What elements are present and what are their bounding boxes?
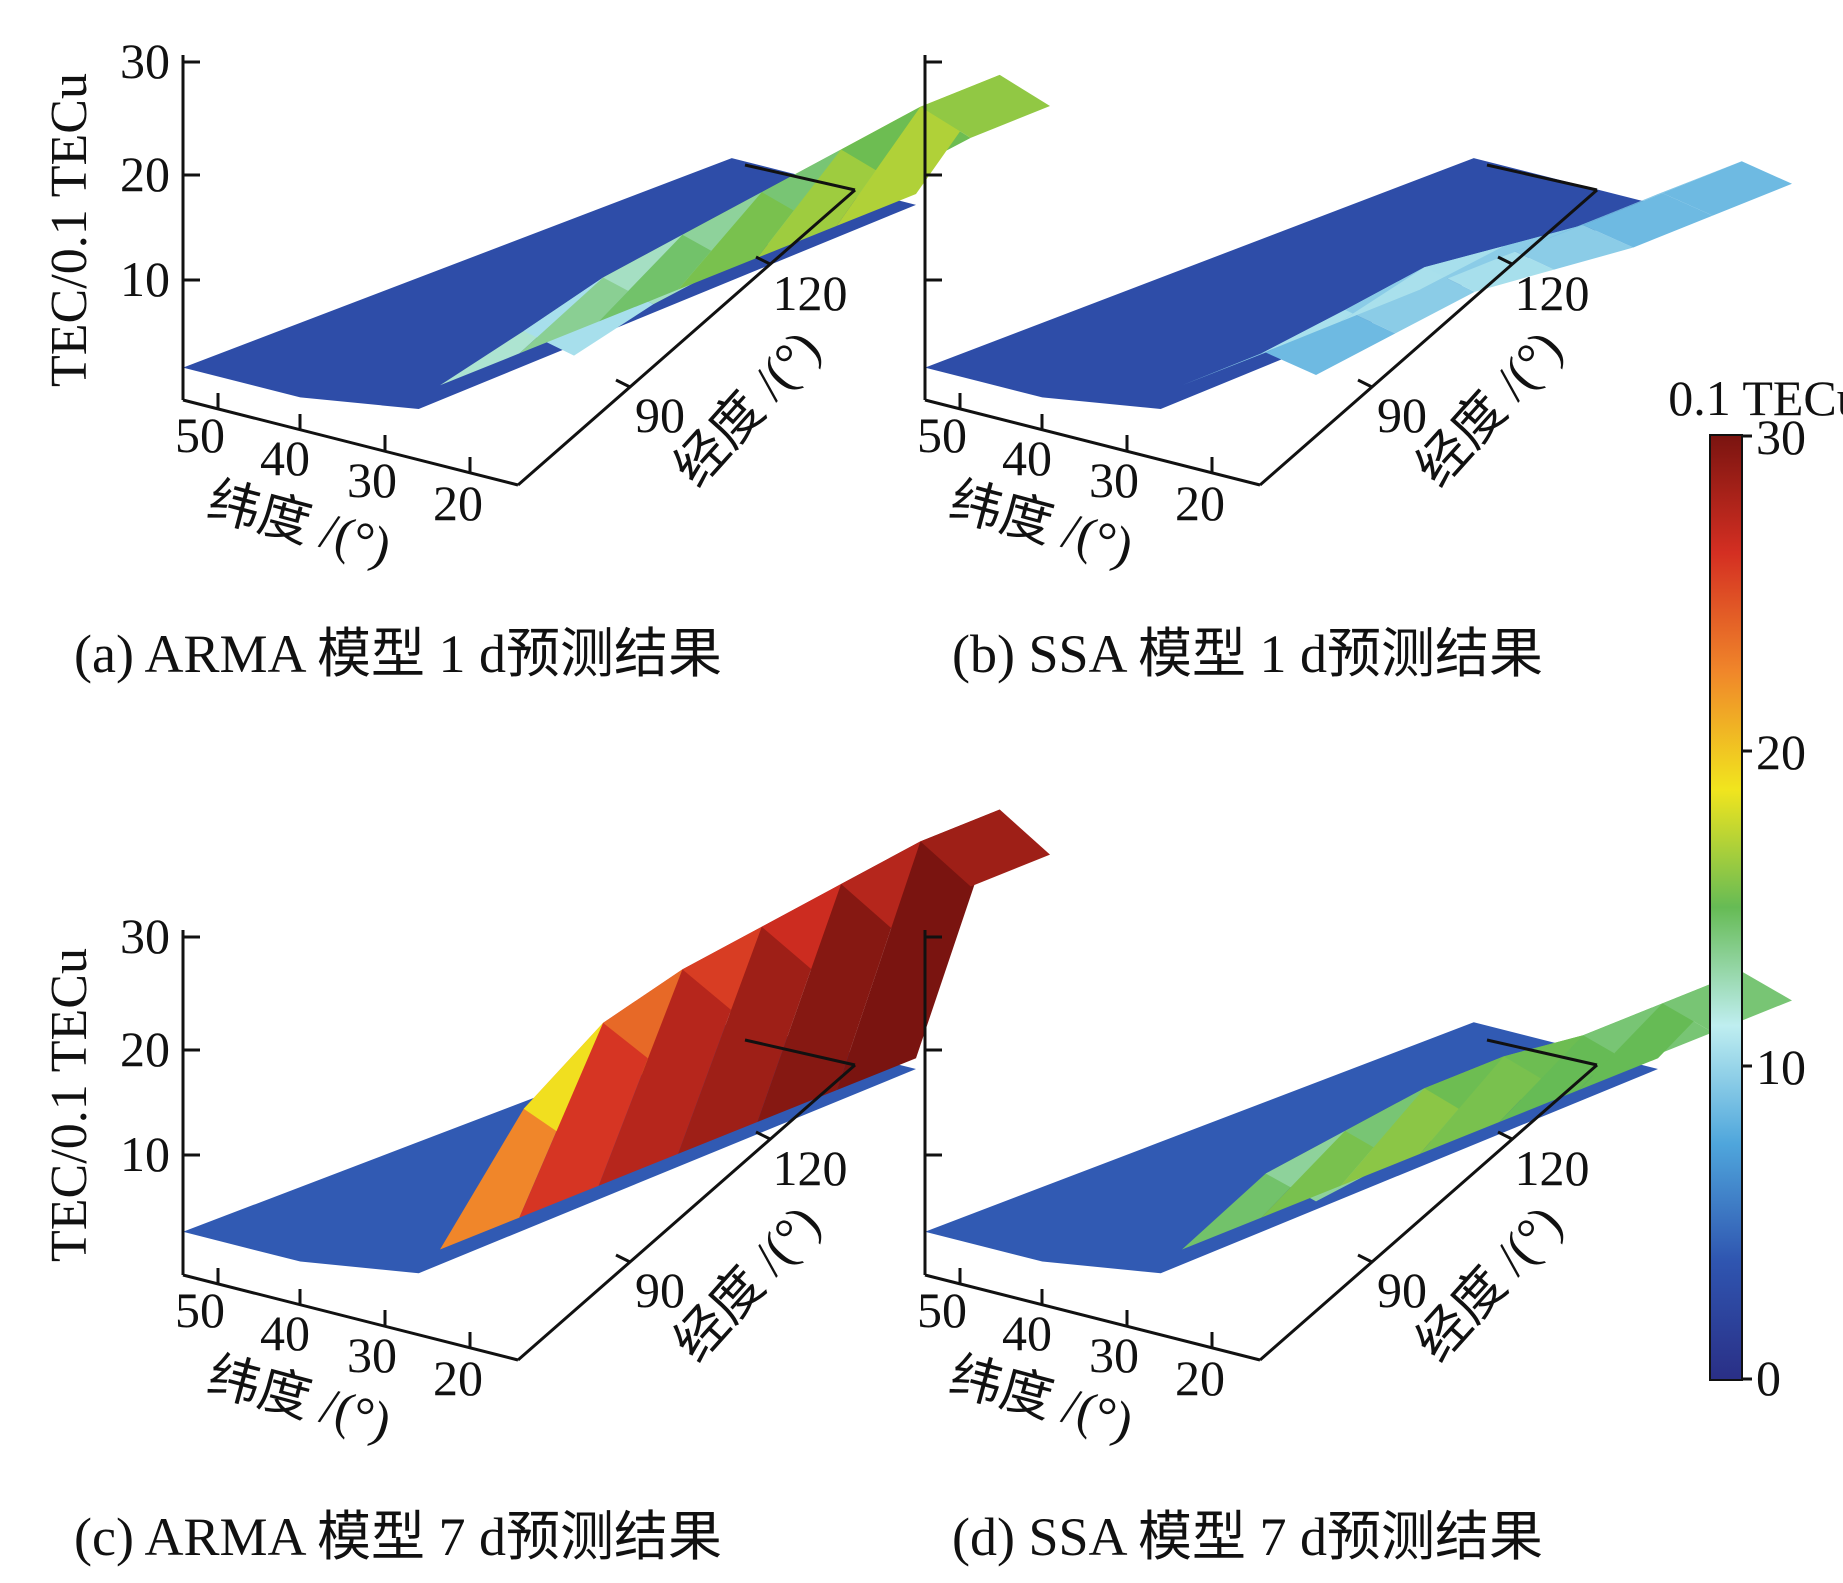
surface-ridge-top (920, 809, 1050, 887)
lon-axis-label: 经度 /(°) (664, 1195, 831, 1372)
lat-tick-label: 50 (917, 1282, 967, 1338)
lat-tick-label: 30 (347, 1327, 397, 1383)
lon-tick-label: 90 (635, 1262, 685, 1318)
lat-tick-label: 30 (1089, 452, 1139, 508)
colorbar-tick-label: 10 (1756, 1039, 1806, 1095)
back-edge-line (1486, 1038, 1598, 1067)
lon-tick (755, 1130, 771, 1141)
lon-tick (1497, 255, 1513, 266)
lon-tick (615, 1253, 631, 1264)
surface-ridge-top (1583, 193, 1713, 248)
lat-tick-label: 20 (433, 475, 483, 531)
surface-ridge-top (1265, 309, 1396, 376)
lon-tick-label: 90 (1377, 387, 1427, 443)
lon-tick-label: 120 (1515, 265, 1590, 321)
lat-tick-label: 40 (1002, 1305, 1052, 1361)
lon-tick (1497, 1130, 1513, 1141)
lon-axis-label: 经度 /(°) (1406, 1195, 1573, 1372)
panel-caption: (d) SSA 模型 7 d预测结果 (952, 1507, 1543, 1567)
lat-tick-label: 50 (917, 407, 967, 463)
lon-tick (1357, 1253, 1373, 1264)
z-tick-label: 30 (120, 908, 170, 964)
lon-tick (755, 255, 771, 266)
surface-ridge-top (1662, 161, 1792, 216)
lat-tick-label: 30 (1089, 1327, 1139, 1383)
lat-tick-label: 40 (260, 1305, 310, 1361)
colorbar-bar (1709, 434, 1743, 1381)
z-tick-label: 10 (120, 1126, 170, 1182)
lon-axis-line (1259, 188, 1598, 487)
lat-tick-label: 20 (1175, 475, 1225, 531)
lat-axis-line (924, 398, 1261, 487)
lat-axis-line (182, 398, 519, 487)
surface-ridge-top (1503, 225, 1634, 270)
z-tick-label: 30 (120, 33, 170, 89)
surface-ridge-top (920, 74, 1050, 138)
colorbar: 0.1 TECu 30 20 10 0 (1668, 370, 1843, 1406)
surface-ridge-strip (836, 809, 1000, 1091)
colorbar-tick-label: 30 (1756, 409, 1806, 465)
lon-tick-label: 120 (1515, 1140, 1590, 1196)
lon-tick (1357, 378, 1373, 389)
colorbar-tick-label: 0 (1756, 1350, 1781, 1406)
lat-tick-label: 50 (175, 407, 225, 463)
back-edge-line (744, 1038, 856, 1067)
panel-c: 30 20 10 50 40 30 20 90 120 TEC/0.1 TECu… (41, 809, 1050, 1567)
colorbar-unit-label: 0.1 TECu (1668, 370, 1843, 426)
lon-axis-line (517, 188, 856, 487)
panel-b: 50 40 30 20 90 120 纬度 /(°) 经度 /(°) (b) S… (917, 55, 1792, 684)
lat-tick-label: 40 (260, 430, 310, 486)
lon-tick-label: 90 (1377, 1262, 1427, 1318)
z-tick-label: 20 (120, 146, 170, 202)
panel-caption: (c) ARMA 模型 7 d预测结果 (74, 1507, 722, 1567)
surface-base-plateau (925, 158, 1658, 410)
lon-tick-label: 120 (773, 1140, 848, 1196)
lat-tick-label: 40 (1002, 430, 1052, 486)
lat-tick-label: 50 (175, 1282, 225, 1338)
z-axis-label: TEC/0.1 TECu (41, 948, 98, 1262)
surface-ridge-top (1345, 267, 1475, 334)
panel-caption: (a) ARMA 模型 1 d预测结果 (74, 624, 722, 684)
colorbar-tick-label: 20 (1756, 724, 1806, 780)
lat-axis-line (924, 1273, 1261, 1362)
lat-tick-label: 20 (433, 1350, 483, 1406)
lat-tick-label: 20 (1175, 1350, 1225, 1406)
panel-caption: (b) SSA 模型 1 d预测结果 (952, 624, 1543, 684)
back-edge-line (1486, 163, 1598, 192)
surface-c (183, 809, 1050, 1274)
back-edge-line (744, 163, 856, 192)
z-axis-label: TEC/0.1 TECu (41, 73, 98, 387)
lat-tick-label: 30 (347, 452, 397, 508)
lat-axis-line (182, 1273, 519, 1362)
lon-tick (615, 378, 631, 389)
lon-axis-line (517, 1063, 856, 1362)
z-tick-label: 20 (120, 1021, 170, 1077)
surface-d (925, 971, 1792, 1274)
surface-b (925, 158, 1792, 410)
lon-axis-label: 经度 /(°) (1406, 320, 1573, 497)
lon-tick-label: 90 (635, 387, 685, 443)
lon-axis-line (1259, 1063, 1598, 1362)
z-tick-label: 10 (120, 251, 170, 307)
panel-d: 50 40 30 20 90 120 纬度 /(°) 经度 /(°) (d) S… (917, 930, 1792, 1567)
surface-ridge-strip (1578, 161, 1742, 226)
lon-axis-label: 经度 /(°) (664, 320, 831, 497)
lon-tick-label: 120 (773, 265, 848, 321)
panel-a: 30 20 10 50 40 30 20 90 120 TEC/0.1 TECu… (41, 33, 1050, 684)
surface-a (183, 74, 1050, 410)
